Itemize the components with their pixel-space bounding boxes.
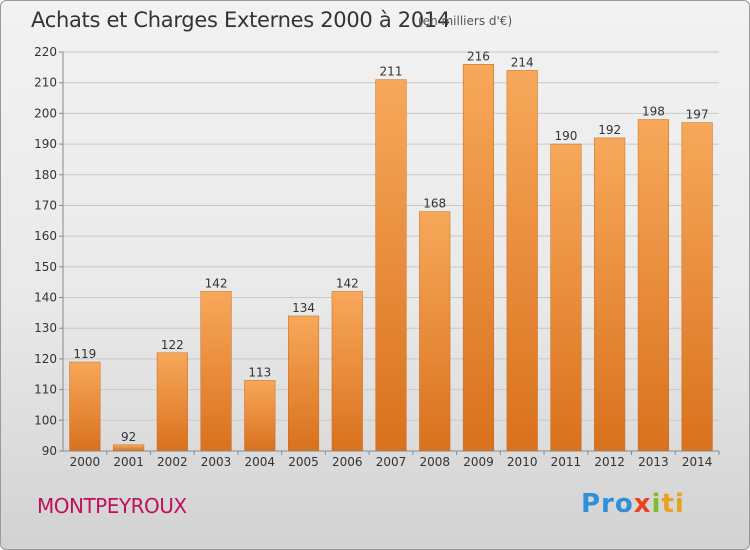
- axes: [59, 51, 720, 455]
- bar: [462, 64, 495, 452]
- bar-value-label: 198: [642, 105, 665, 119]
- x-tick-label: 2005: [288, 455, 319, 469]
- chart-subtitle: (en milliers d'€): [418, 14, 513, 28]
- x-tick-label: 2010: [507, 455, 538, 469]
- logo-part: Pro: [581, 489, 634, 519]
- x-tick-label: 2006: [332, 455, 363, 469]
- y-tick-label: 190: [34, 137, 57, 151]
- x-tick-label: 2009: [463, 455, 494, 469]
- x-tick-label: 2013: [638, 455, 669, 469]
- y-tick-label: 140: [34, 291, 57, 305]
- bar: [506, 70, 538, 452]
- y-tick-label: 220: [34, 45, 57, 59]
- x-tick-label: 2002: [157, 455, 188, 469]
- y-tick-label: 200: [34, 106, 57, 120]
- x-tick-label: 2012: [594, 455, 625, 469]
- logo-part: i: [651, 489, 662, 519]
- bar: [331, 291, 363, 452]
- bar: [594, 137, 626, 452]
- y-tick-label: 210: [34, 76, 57, 90]
- y-tick-label: 90: [42, 444, 57, 458]
- bar-value-label: 197: [686, 108, 709, 122]
- x-tick-label: 2008: [419, 455, 450, 469]
- bar-value-label: 142: [205, 276, 228, 290]
- y-tick-label: 150: [34, 260, 57, 274]
- y-tick-label: 180: [34, 168, 57, 182]
- y-tick-label: 110: [34, 383, 57, 397]
- bar-value-label: 119: [73, 347, 96, 361]
- proxiti-logo[interactable]: Proxiti: [581, 489, 685, 519]
- bar-value-label: 134: [292, 301, 315, 315]
- bar: [550, 143, 582, 452]
- bar: [681, 122, 713, 452]
- y-tick-label: 120: [34, 352, 57, 366]
- x-tick-label: 2014: [682, 455, 713, 469]
- bar-value-label: 216: [467, 49, 490, 63]
- bar: [156, 352, 188, 452]
- bar-value-label: 190: [554, 129, 577, 143]
- bar-value-label: 214: [511, 55, 534, 69]
- bar: [375, 79, 407, 452]
- y-tick-label: 160: [34, 229, 57, 243]
- town-name: MONTPEYROUX: [37, 494, 187, 518]
- bar-value-label: 122: [161, 338, 184, 352]
- x-tick-label: 2000: [70, 455, 101, 469]
- bar-value-label: 192: [598, 123, 621, 137]
- x-tick-label: 2001: [113, 455, 144, 469]
- x-tick-label: 2003: [201, 455, 232, 469]
- bar: [244, 380, 276, 452]
- bar-value-label: 92: [121, 430, 136, 444]
- logo-part: x: [633, 489, 652, 519]
- bar: [419, 211, 451, 452]
- bar-value-label: 113: [248, 365, 271, 379]
- chart-title: Achats et Charges Externes 2000 à 2014: [31, 8, 451, 32]
- y-tick-label: 170: [34, 198, 57, 212]
- bar: [113, 444, 145, 452]
- y-tick-label: 130: [34, 321, 57, 335]
- logo-part: ti: [661, 489, 685, 519]
- bar-value-label: 211: [380, 65, 403, 79]
- bar: [69, 361, 101, 452]
- x-tick-label: 2011: [551, 455, 582, 469]
- labels: 90 100 110 120 130 140 150 160 170 180 190 200 210 22…: [34, 45, 712, 469]
- bar: [200, 291, 232, 452]
- bars: [69, 64, 713, 452]
- bar: [287, 315, 320, 452]
- y-tick-label: 100: [34, 413, 57, 427]
- bar-value-label: 168: [423, 197, 446, 211]
- bar-value-label: 142: [336, 276, 359, 290]
- bar: [637, 119, 669, 452]
- x-tick-label: 2007: [376, 455, 407, 469]
- x-tick-label: 2004: [245, 455, 276, 469]
